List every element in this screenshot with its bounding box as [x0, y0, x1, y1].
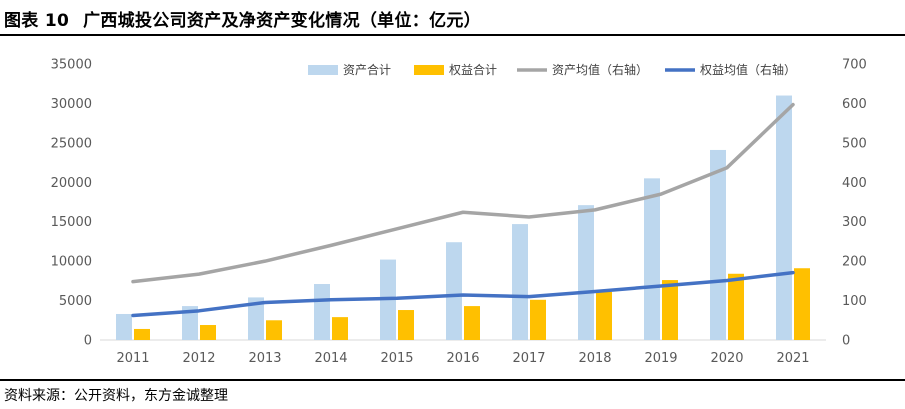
bar-equity — [794, 268, 810, 340]
bar-assets — [578, 205, 594, 340]
bar-assets — [710, 149, 726, 340]
bar-equity — [464, 306, 480, 340]
y-right-tick-label: 600 — [842, 97, 867, 112]
x-tick-label: 2021 — [776, 351, 809, 366]
bar-equity — [596, 291, 612, 340]
y-right-tick-label: 500 — [842, 136, 867, 151]
x-tick-label: 2014 — [314, 351, 347, 366]
chart-title: 图表 10 广西城投公司资产及净资产变化情况（单位：亿元） — [4, 6, 481, 31]
line-equity-average — [131, 270, 795, 318]
bar-equity — [266, 320, 282, 340]
bar-assets — [512, 224, 528, 340]
legend-swatch — [414, 65, 444, 75]
x-tick-label: 2016 — [446, 351, 479, 366]
source-note: 资料来源：公开资料，东方金诚整理 — [4, 388, 228, 404]
y-right-tick-label: 200 — [842, 255, 867, 270]
bar-assets — [776, 95, 792, 340]
bar-equity — [728, 273, 744, 340]
y-left-tick-label: 35000 — [51, 58, 92, 73]
y-left-tick-label: 15000 — [51, 215, 92, 230]
bar-assets — [644, 178, 660, 340]
legend-label: 资产合计 — [343, 62, 391, 77]
y-right-tick-label: 400 — [842, 176, 867, 191]
legend-label: 权益均值（右轴） — [700, 62, 796, 77]
y-left-tick-label: 30000 — [51, 97, 92, 112]
legend-label: 权益合计 — [449, 62, 497, 77]
bar-equity — [134, 328, 150, 340]
bar-equity — [200, 325, 216, 340]
x-tick-label: 2018 — [578, 351, 611, 366]
figure-number: 图表 10 — [4, 11, 70, 31]
y-left-tick-label: 10000 — [51, 255, 92, 270]
x-tick-label: 2019 — [644, 351, 677, 366]
legend-swatch — [308, 65, 338, 75]
chart-area: 0 5000 10000 15000 20000 25000 30000 35000 0 100 2… — [51, 58, 867, 367]
bar-assets — [248, 297, 264, 340]
y-right-tick-label: 700 — [842, 58, 867, 73]
top-rule — [0, 34, 905, 36]
bar-assets — [314, 284, 330, 340]
bar-equity — [662, 280, 678, 340]
figure-title: 广西城投公司资产及净资产变化情况（单位：亿元） — [83, 11, 481, 31]
y-right-tick-label: 0 — [842, 334, 850, 349]
x-tick-label: 2017 — [512, 351, 545, 366]
bar-equity — [398, 310, 414, 340]
x-tick-label: 2012 — [182, 351, 215, 366]
bar-assets — [182, 306, 198, 340]
y-left-tick-label: 0 — [84, 334, 92, 349]
x-tick-label: 2011 — [116, 351, 149, 366]
bar-equity — [332, 317, 348, 340]
bar-assets — [116, 313, 132, 340]
bottom-rule — [0, 379, 905, 381]
y-right-tick-label: 300 — [842, 215, 867, 230]
y-left-tick-label: 25000 — [51, 136, 92, 151]
legend-label: 资产均值（右轴） — [552, 62, 648, 77]
line-asset-average — [131, 102, 795, 284]
y-left-tick-label: 20000 — [51, 176, 92, 191]
y-left-tick-label: 5000 — [59, 294, 92, 309]
y-right-tick-label: 100 — [842, 294, 867, 309]
x-tick-label: 2013 — [248, 351, 281, 366]
x-tick-label: 2020 — [710, 351, 743, 366]
bar-assets — [446, 242, 462, 340]
bar-equity — [530, 299, 546, 340]
x-tick-label: 2015 — [380, 351, 413, 366]
